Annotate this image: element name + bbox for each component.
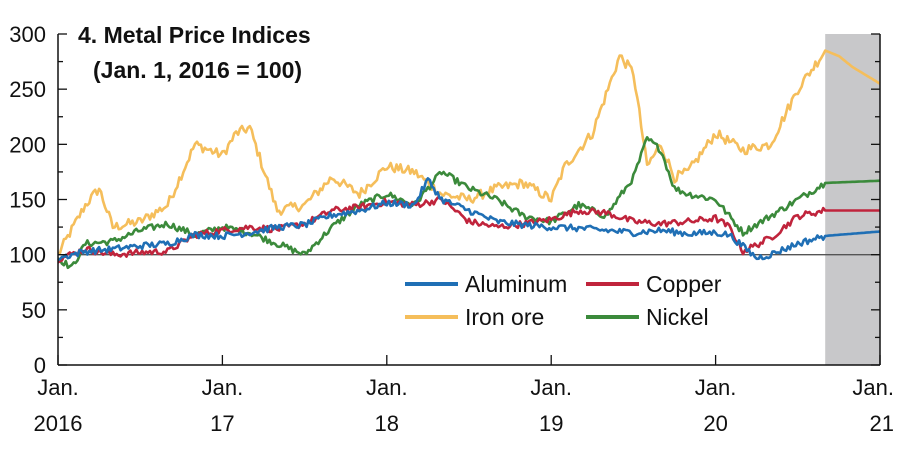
chart-subtitle: (Jan. 1, 2016 = 100) <box>93 57 302 83</box>
shaded-projection-region <box>825 34 880 365</box>
y-tick-label: 300 <box>9 22 46 47</box>
y-tick-label: 150 <box>9 188 46 213</box>
series-line-iron-ore <box>58 49 881 255</box>
legend-label-nickel: Nickel <box>646 304 709 330</box>
legend-label-copper: Copper <box>646 271 722 297</box>
y-tick-label: 0 <box>34 353 46 378</box>
series-layer <box>57 49 881 270</box>
x-tick-label: Jan. <box>852 375 894 400</box>
x-tick-label: 2016 <box>34 411 83 436</box>
y-tick-label: 250 <box>9 77 46 102</box>
x-tick-label: Jan. <box>37 375 79 400</box>
y-tick-label: 200 <box>9 132 46 157</box>
x-tick-label: Jan. <box>202 375 244 400</box>
x-tick-label: 19 <box>539 411 563 436</box>
x-tick-label: 21 <box>870 411 894 436</box>
axis-layer: 0 50 100 150 200 250 300 Jan. 2016 Jan. 17 Jan. 18 Ja… <box>9 22 894 436</box>
legend-label-iron-ore: Iron ore <box>465 304 544 330</box>
x-tick-label: Jan. <box>530 375 572 400</box>
x-tick-label: Jan. <box>695 375 737 400</box>
legend-label-aluminum: Aluminum <box>465 271 567 297</box>
series-line-aluminum <box>57 177 881 262</box>
legend: Aluminum Copper Iron ore Nickel <box>405 271 722 330</box>
x-tick-label: Jan. <box>366 375 408 400</box>
x-tick-label: 20 <box>703 411 727 436</box>
y-tick-label: 100 <box>9 243 46 268</box>
chart-title: 4. Metal Price Indices <box>78 22 311 48</box>
series-line-nickel <box>57 136 881 270</box>
x-tick-label: 17 <box>210 411 234 436</box>
x-tick-label: 18 <box>375 411 399 436</box>
y-tick-label: 50 <box>22 298 46 323</box>
